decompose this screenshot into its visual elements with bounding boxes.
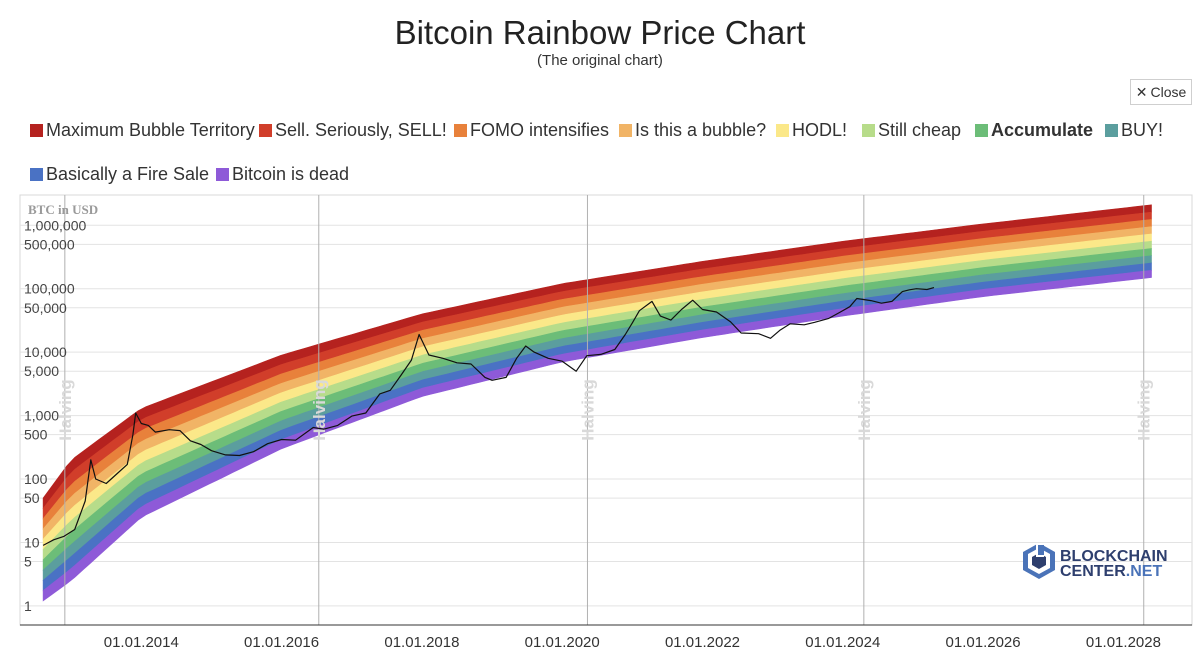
legend-item-accumulate[interactable]: Accumulate xyxy=(975,120,1093,141)
cube-logo-icon xyxy=(1023,543,1055,579)
legend-swatch xyxy=(862,124,875,137)
legend-swatch xyxy=(776,124,789,137)
x-axis: 01.01.2014 01.01.2016 01.01.2018 01.01.2020… xyxy=(104,634,1161,651)
y-axis: 1,000,000 500,000 100,000 50,000 10,000 5,000… xyxy=(24,217,86,614)
legend-swatch xyxy=(619,124,632,137)
halving-label: Halving xyxy=(1135,379,1154,440)
legend-item-hodl[interactable]: HODL! xyxy=(776,120,847,141)
y-tick-label: 50,000 xyxy=(24,300,67,316)
legend-item-still-cheap[interactable]: Still cheap xyxy=(862,120,961,141)
legend-label: Accumulate xyxy=(991,120,1094,140)
y-tick-label: 500,000 xyxy=(24,236,75,252)
legend-item-buy[interactable]: BUY! xyxy=(1105,120,1163,141)
btc-price-line xyxy=(42,287,935,546)
legend-swatch xyxy=(454,124,467,137)
legend-swatch xyxy=(1105,124,1118,137)
y-tick-label: 1,000,000 xyxy=(24,217,86,233)
x-tick-label: 01.01.2022 xyxy=(665,634,740,651)
legend-item-is-this-a-bubble[interactable]: Is this a bubble? xyxy=(619,120,766,141)
legend-swatch xyxy=(30,168,43,181)
halving-label: Halving xyxy=(310,379,329,440)
x-tick-label: 01.01.2026 xyxy=(946,634,1021,651)
y-tick-label: 1 xyxy=(24,598,32,614)
x-tick-label: 01.01.2014 xyxy=(104,634,179,651)
legend-label: Basically a Fire Sale xyxy=(46,164,210,184)
blockchaincenter-logo: BLOCKCHAIN CENTER.NET xyxy=(1023,543,1168,580)
legend-label: HODL! xyxy=(792,120,848,140)
legend-item-sell-seriously[interactable]: Sell. Seriously, SELL! xyxy=(259,120,447,141)
close-button-label: Close xyxy=(1150,84,1187,100)
y-tick-label: 10,000 xyxy=(24,344,67,360)
rainbow-bands xyxy=(42,204,1152,602)
logo-text-line2: CENTER.NET xyxy=(1060,563,1162,580)
x-tick-label: 01.01.2018 xyxy=(384,634,459,651)
legend-label: Bitcoin is dead xyxy=(232,164,350,184)
legend-item-bitcoin-is-dead[interactable]: Bitcoin is dead xyxy=(216,164,349,185)
legend-swatch xyxy=(975,124,988,137)
legend-item-fire-sale[interactable]: Basically a Fire Sale xyxy=(30,164,209,185)
legend-label: Sell. Seriously, SELL! xyxy=(275,120,447,140)
y-tick-label: 50 xyxy=(24,490,40,506)
y-tick-label: 5,000 xyxy=(24,363,59,379)
y-tick-label: 1,000 xyxy=(24,408,59,424)
chart-subtitle: (The original chart) xyxy=(537,52,663,69)
y-tick-label: 10 xyxy=(24,534,40,550)
legend-label: Maximum Bubble Territory xyxy=(46,120,255,140)
x-tick-label: 01.01.2024 xyxy=(805,634,880,651)
x-tick-label: 01.01.2028 xyxy=(1086,634,1161,651)
close-button[interactable]: ✕ Close xyxy=(1130,79,1192,105)
legend-label: FOMO intensifies xyxy=(470,120,610,140)
chart-title: Bitcoin Rainbow Price Chart xyxy=(394,14,806,51)
halving-label: Halving xyxy=(578,379,597,440)
legend-item-fomo-intensifies[interactable]: FOMO intensifies xyxy=(454,120,609,141)
logo-text-line1: BLOCKCHAIN xyxy=(1060,548,1168,565)
price-series xyxy=(42,287,935,546)
halving-label: Halving xyxy=(56,379,75,440)
legend-swatch xyxy=(216,168,229,181)
y-tick-label: 500 xyxy=(24,427,48,443)
y-tick-label: 100,000 xyxy=(24,281,75,297)
legend-swatch xyxy=(30,124,43,137)
y-tick-label: 5 xyxy=(24,554,32,570)
y-axis-title: BTC in USD xyxy=(28,202,98,217)
x-tick-label: 01.01.2020 xyxy=(525,634,600,651)
y-tick-label: 100 xyxy=(24,471,48,487)
rainbow-band-bitcoin-is-dead xyxy=(42,269,1152,602)
legend-item-maximum-bubble-territory[interactable]: Maximum Bubble Territory xyxy=(30,120,255,141)
close-icon: ✕ xyxy=(1135,83,1148,100)
halving-label: Halving xyxy=(855,379,874,440)
legend-swatch xyxy=(259,124,272,137)
legend-label: Is this a bubble? xyxy=(635,120,767,140)
x-tick-label: 01.01.2016 xyxy=(244,634,319,651)
halving-lines: Halving Halving Halving Halving Halving xyxy=(56,195,1154,625)
legend-label: BUY! xyxy=(1121,120,1164,140)
legend-label: Still cheap xyxy=(878,120,962,140)
